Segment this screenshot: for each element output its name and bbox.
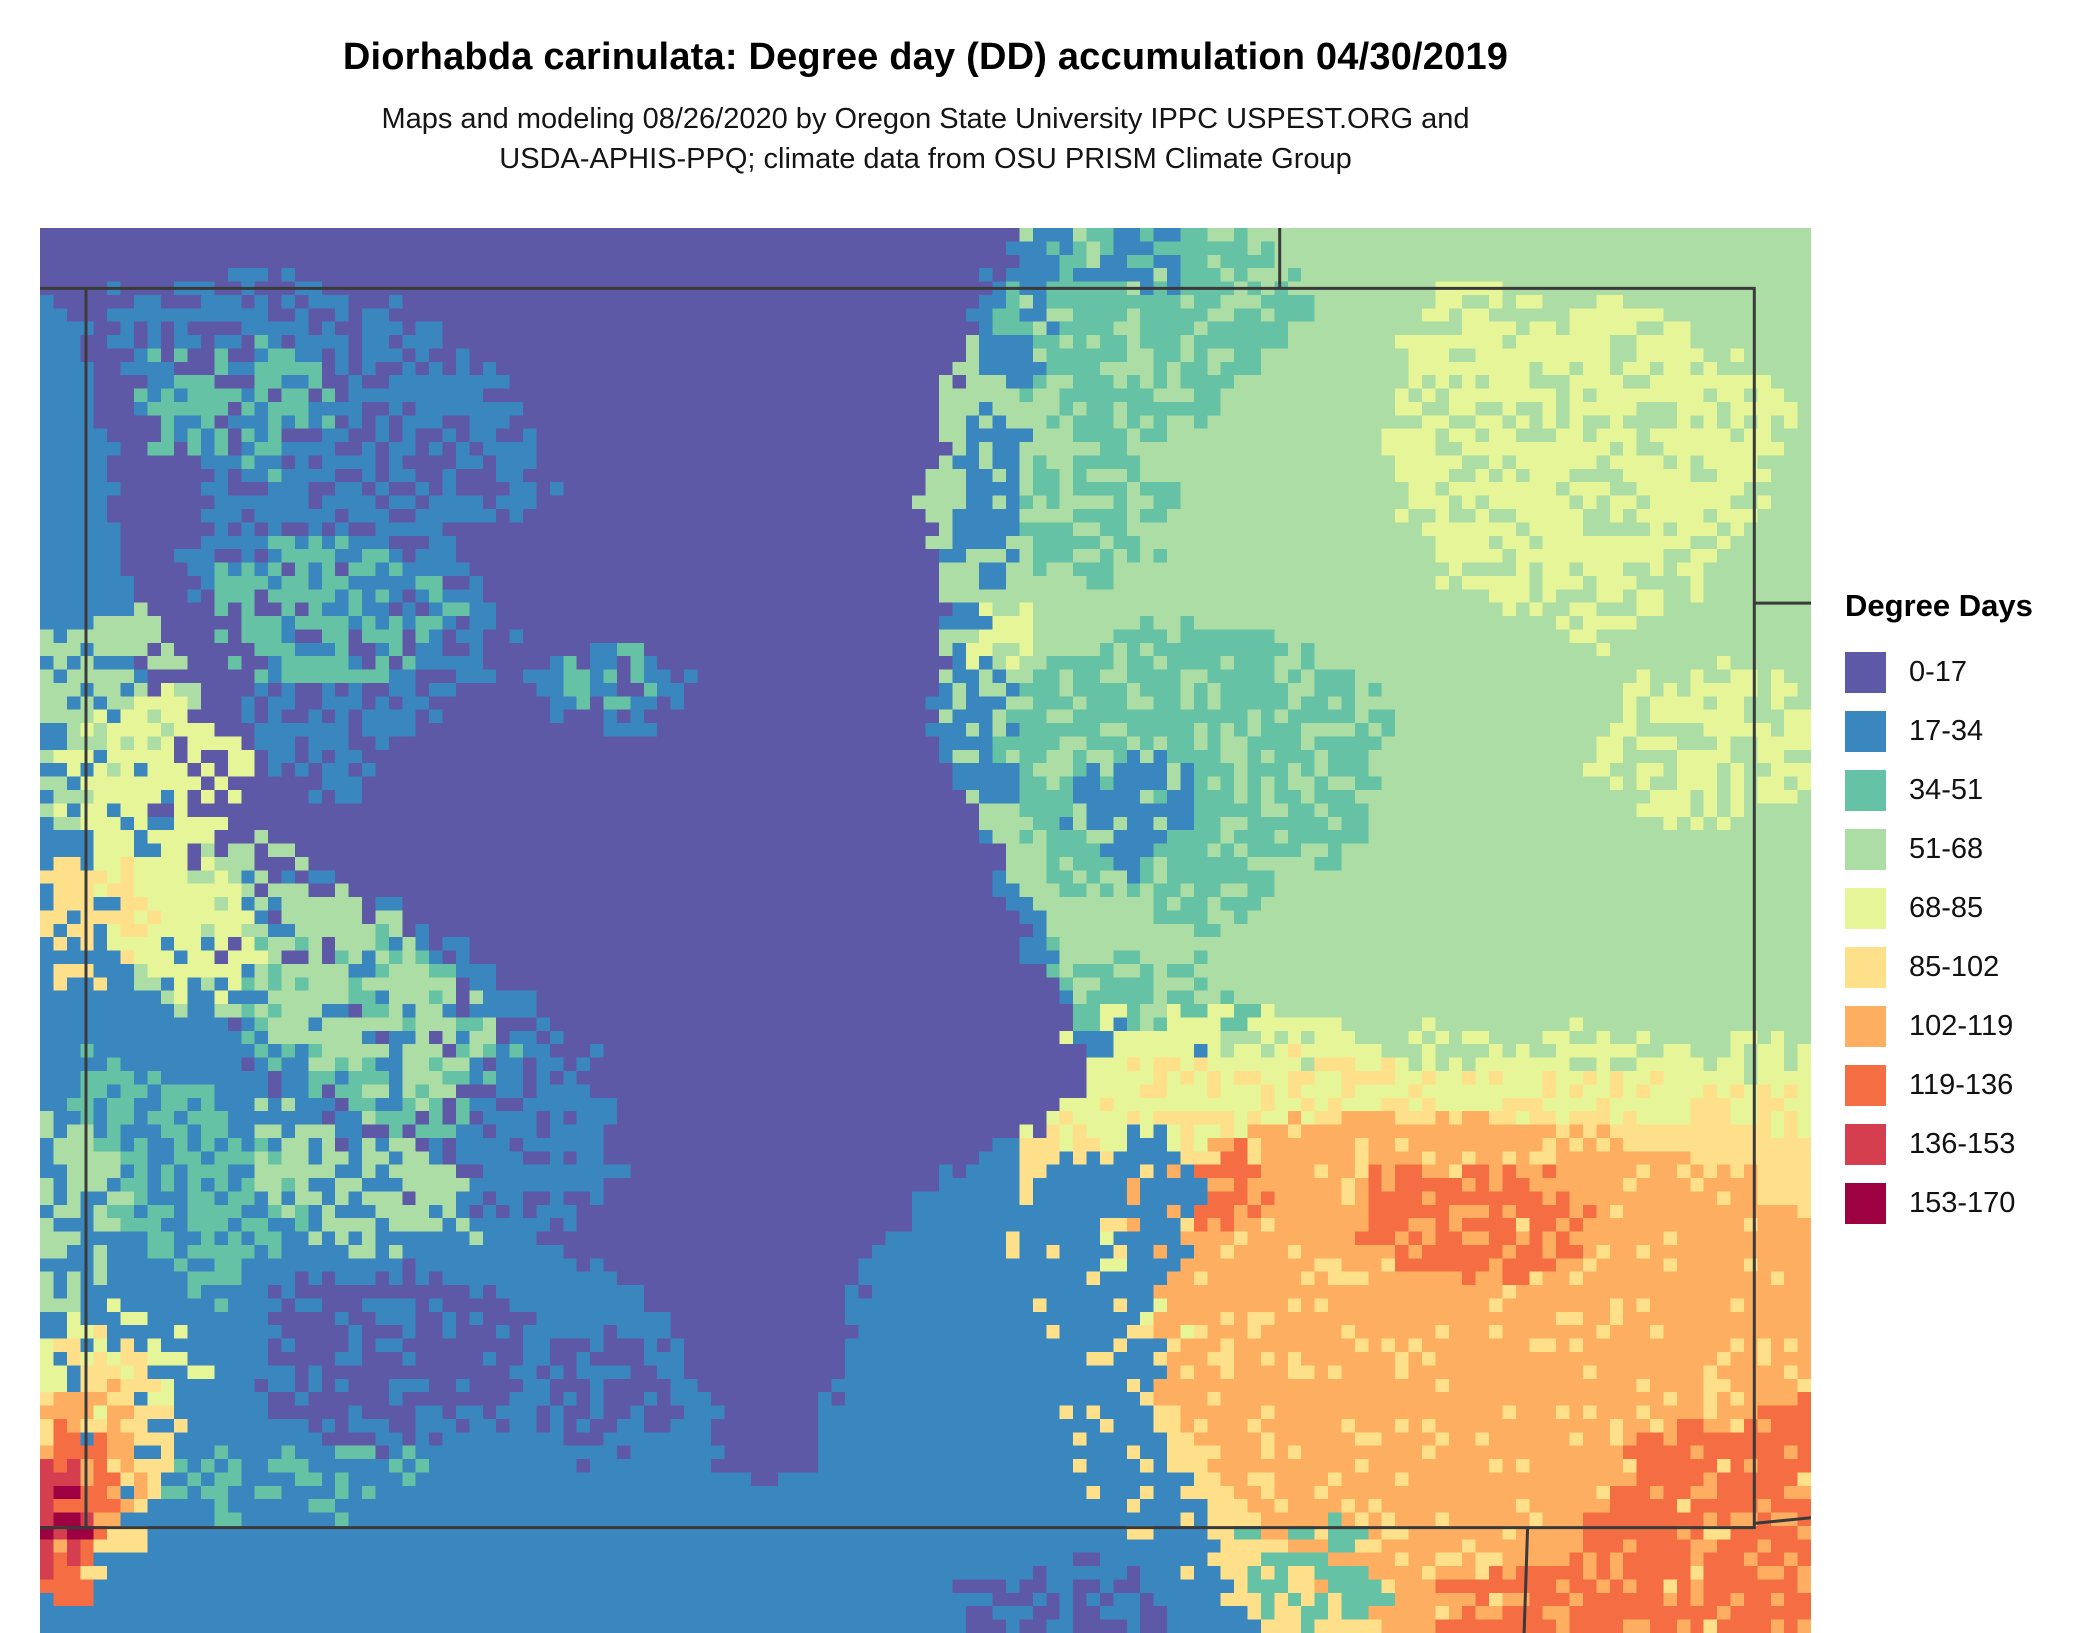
legend-row: 102-119 [1845, 1006, 2097, 1047]
legend-title: Degree Days [1845, 588, 2033, 623]
figure-subtitle-line2: USDA-APHIS-PPQ; climate data from OSU PR… [499, 143, 1352, 175]
figure-subtitle: Maps and modeling 08/26/2020 by Oregon S… [0, 99, 1851, 179]
legend-color-swatch [1845, 1124, 1886, 1165]
legend-bin-label: 17-34 [1909, 715, 1984, 747]
legend-color-swatch [1845, 1065, 1886, 1106]
legend-bin-label: 102-119 [1909, 1010, 2014, 1042]
figure-title: Diorhabda carinulata: Degree day (DD) ac… [342, 36, 1509, 78]
legend-color-swatch [1845, 770, 1886, 811]
legend-bin-label: 0-17 [1909, 656, 1968, 688]
legend-bin-label: 34-51 [1909, 774, 1984, 806]
legend-color-swatch [1845, 652, 1886, 693]
legend-color-swatch [1845, 947, 1886, 988]
legend-row: 34-51 [1845, 770, 2097, 811]
legend-color-swatch [1845, 829, 1886, 870]
legend-bin-label: 68-85 [1909, 892, 1984, 924]
legend: Degree Days 0-17 17-34 34-51 51-68 68-85… [1845, 588, 2097, 1242]
legend-bin-label: 119-136 [1909, 1069, 2014, 1101]
legend-row: 17-34 [1845, 711, 2097, 752]
legend-row: 51-68 [1845, 829, 2097, 870]
legend-bin-label: 51-68 [1909, 833, 1984, 865]
legend-row: 0-17 [1845, 652, 2097, 693]
legend-bin-label: 85-102 [1909, 951, 2000, 983]
legend-color-swatch [1845, 1183, 1886, 1224]
legend-row: 119-136 [1845, 1065, 2097, 1106]
legend-row: 85-102 [1845, 947, 2097, 988]
figure-header: Diorhabda carinulata: Degree day (DD) ac… [0, 36, 1851, 179]
legend-color-swatch [1845, 711, 1886, 752]
legend-bin-label: 136-153 [1909, 1128, 2016, 1160]
legend-row: 68-85 [1845, 888, 2097, 929]
legend-rows: 0-17 17-34 34-51 51-68 68-85 85-102 102-… [1845, 652, 2097, 1224]
legend-row: 136-153 [1845, 1124, 2097, 1165]
legend-color-swatch [1845, 1006, 1886, 1047]
legend-color-swatch [1845, 888, 1886, 929]
legend-row: 153-170 [1845, 1183, 2097, 1224]
legend-bin-label: 153-170 [1909, 1187, 2016, 1219]
degree-day-map-raster [40, 228, 1811, 1633]
figure-subtitle-line1: Maps and modeling 08/26/2020 by Oregon S… [381, 103, 1470, 135]
